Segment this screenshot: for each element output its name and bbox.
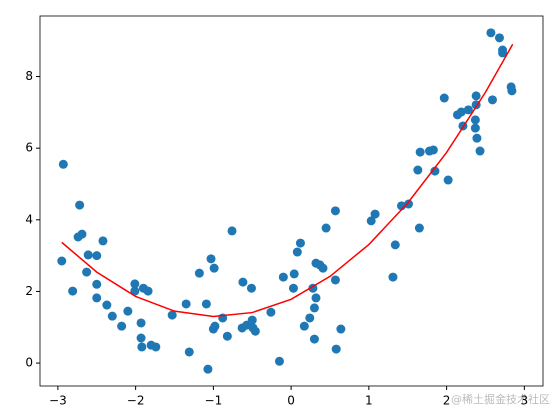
point — [330, 206, 340, 216]
point — [184, 347, 194, 357]
point — [463, 105, 473, 115]
fit-line — [61, 43, 514, 318]
point — [486, 28, 496, 38]
point — [475, 146, 485, 156]
point — [309, 334, 319, 344]
point — [75, 200, 85, 210]
point — [136, 333, 146, 343]
point — [498, 48, 508, 58]
point — [209, 263, 219, 273]
point — [181, 299, 191, 309]
y-tick-label: 4 — [25, 212, 33, 226]
point — [167, 310, 177, 320]
point — [238, 277, 248, 287]
point — [57, 256, 67, 266]
point — [117, 321, 127, 331]
point — [305, 313, 315, 323]
point — [289, 269, 299, 279]
point — [309, 303, 319, 313]
point — [470, 115, 480, 125]
point — [107, 311, 117, 321]
point — [413, 165, 423, 175]
point — [194, 268, 204, 278]
point — [292, 247, 302, 257]
point — [98, 236, 108, 246]
point — [507, 86, 517, 96]
point — [388, 272, 398, 282]
y-tick-label: 2 — [25, 284, 33, 298]
point — [222, 331, 232, 341]
point — [487, 95, 497, 105]
point — [246, 283, 256, 293]
point — [370, 209, 380, 219]
x-tick-label: −3 — [49, 394, 67, 408]
point — [494, 33, 504, 43]
point — [250, 326, 260, 336]
x-tick-label: 1 — [365, 394, 373, 408]
point — [428, 145, 438, 155]
point — [83, 250, 93, 260]
point — [143, 286, 153, 296]
point — [330, 275, 340, 285]
point — [321, 223, 331, 233]
point — [311, 293, 321, 303]
point — [443, 175, 453, 185]
point — [414, 223, 424, 233]
y-tick-label: 6 — [25, 141, 33, 155]
watermark: @稀土掘金技术社区 — [451, 392, 550, 406]
point — [318, 263, 328, 273]
point — [247, 315, 257, 325]
point — [471, 91, 481, 101]
point — [210, 321, 220, 331]
point — [274, 356, 284, 366]
point — [136, 318, 146, 328]
y-tick-label: 8 — [25, 69, 33, 83]
point — [456, 107, 466, 117]
point — [366, 216, 376, 226]
y-tick-label: 0 — [25, 356, 33, 370]
point — [331, 344, 341, 354]
point — [415, 147, 425, 157]
point — [390, 240, 400, 250]
point — [130, 286, 140, 296]
point — [77, 229, 87, 239]
point — [472, 133, 482, 143]
point — [123, 306, 133, 316]
point — [92, 251, 102, 261]
x-tick-label: 0 — [287, 394, 295, 408]
point — [82, 267, 92, 277]
point — [266, 307, 276, 317]
point — [439, 93, 449, 103]
point — [295, 238, 305, 248]
point — [203, 364, 213, 374]
point — [470, 123, 480, 133]
point — [102, 300, 112, 310]
x-tick-label: −2 — [127, 394, 145, 408]
x-tick-label: 3 — [521, 394, 529, 408]
point — [151, 342, 161, 352]
point — [336, 324, 346, 334]
x-tick-label: 2 — [443, 394, 451, 408]
point — [92, 293, 102, 303]
point — [58, 159, 68, 169]
point — [227, 226, 237, 236]
point — [430, 166, 440, 176]
point — [278, 272, 288, 282]
plot-frame — [39, 15, 544, 387]
point — [68, 286, 78, 296]
point — [288, 283, 298, 293]
x-tick-label: −1 — [205, 394, 223, 408]
point — [92, 279, 102, 289]
point — [137, 342, 147, 352]
point — [299, 321, 309, 331]
point — [130, 279, 140, 289]
point — [404, 199, 414, 209]
point — [201, 299, 211, 309]
point — [206, 254, 216, 264]
